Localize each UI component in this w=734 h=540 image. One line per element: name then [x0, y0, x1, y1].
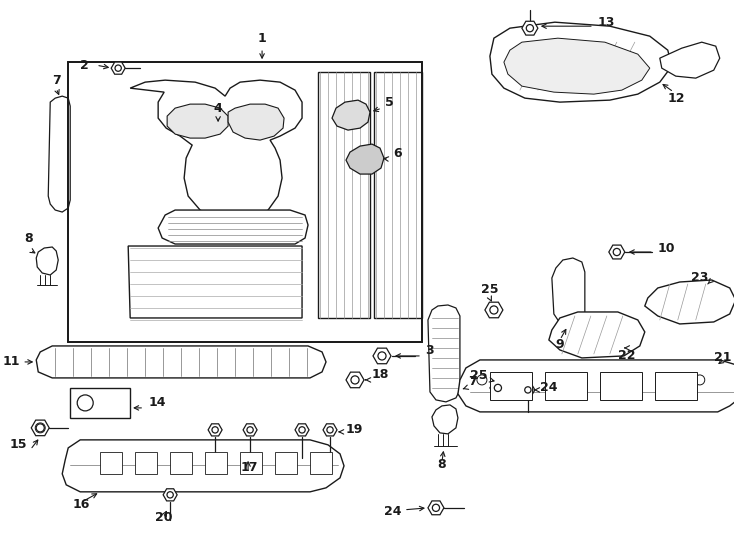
Circle shape: [526, 25, 534, 32]
Text: 8: 8: [437, 458, 446, 471]
Text: 8: 8: [24, 232, 33, 245]
Bar: [101, 452, 122, 474]
Polygon shape: [485, 302, 503, 318]
Polygon shape: [346, 144, 384, 174]
Polygon shape: [111, 62, 126, 74]
Polygon shape: [36, 346, 326, 378]
Polygon shape: [490, 22, 672, 102]
Circle shape: [494, 384, 501, 391]
Text: 19: 19: [346, 423, 363, 436]
Circle shape: [432, 504, 440, 511]
Circle shape: [695, 375, 705, 385]
Text: 16: 16: [72, 498, 90, 511]
Text: 9: 9: [556, 339, 564, 352]
Bar: [275, 452, 297, 474]
Text: 18: 18: [372, 368, 389, 381]
Polygon shape: [295, 424, 309, 436]
Polygon shape: [660, 42, 720, 78]
Text: 6: 6: [393, 146, 401, 160]
Polygon shape: [432, 405, 458, 434]
Bar: [600, 372, 642, 400]
Text: 21: 21: [713, 352, 731, 365]
Polygon shape: [128, 246, 302, 318]
Text: 12: 12: [668, 92, 686, 105]
Polygon shape: [163, 489, 177, 501]
Bar: [135, 452, 157, 474]
Text: 25: 25: [470, 369, 488, 382]
Circle shape: [327, 427, 333, 433]
Polygon shape: [48, 96, 70, 212]
Circle shape: [36, 424, 44, 432]
Text: 7: 7: [468, 375, 476, 388]
Polygon shape: [167, 104, 228, 138]
Text: 1: 1: [258, 32, 266, 45]
Polygon shape: [70, 388, 130, 418]
Polygon shape: [374, 72, 422, 318]
Polygon shape: [521, 384, 535, 396]
Bar: [240, 452, 262, 474]
Polygon shape: [62, 440, 344, 492]
Polygon shape: [228, 104, 284, 140]
Text: 15: 15: [10, 438, 27, 451]
Polygon shape: [428, 305, 460, 402]
Circle shape: [525, 387, 531, 393]
Polygon shape: [158, 210, 308, 244]
Polygon shape: [318, 72, 370, 318]
Circle shape: [247, 427, 253, 433]
Circle shape: [378, 352, 386, 360]
Bar: [545, 372, 587, 400]
Text: 2: 2: [80, 59, 89, 72]
Text: 13: 13: [597, 16, 615, 29]
Polygon shape: [608, 245, 625, 259]
Circle shape: [351, 376, 359, 384]
Circle shape: [212, 427, 218, 433]
Polygon shape: [32, 420, 49, 436]
Text: 22: 22: [618, 349, 636, 362]
Text: 4: 4: [214, 102, 222, 114]
Polygon shape: [428, 501, 444, 515]
Circle shape: [35, 423, 46, 433]
Text: 11: 11: [3, 355, 21, 368]
Bar: [170, 452, 192, 474]
Text: 24: 24: [385, 505, 402, 518]
Polygon shape: [522, 21, 538, 35]
Polygon shape: [458, 360, 734, 412]
Circle shape: [167, 492, 173, 498]
Polygon shape: [243, 424, 257, 436]
Polygon shape: [490, 381, 506, 395]
Text: 20: 20: [155, 511, 172, 524]
Polygon shape: [346, 372, 364, 388]
Polygon shape: [373, 348, 391, 364]
Text: 10: 10: [658, 241, 675, 254]
Polygon shape: [323, 424, 337, 436]
Circle shape: [613, 248, 620, 255]
Bar: [490, 372, 532, 400]
Text: 17: 17: [240, 461, 258, 474]
Text: 5: 5: [385, 96, 393, 109]
Circle shape: [77, 395, 93, 411]
Circle shape: [490, 306, 498, 314]
Polygon shape: [549, 312, 644, 358]
Polygon shape: [130, 80, 302, 222]
Bar: [655, 372, 697, 400]
Bar: [205, 452, 227, 474]
Bar: [310, 452, 332, 474]
Circle shape: [299, 427, 305, 433]
Text: 7: 7: [52, 73, 61, 86]
Text: 24: 24: [540, 381, 557, 394]
Polygon shape: [36, 247, 58, 275]
Text: 25: 25: [482, 284, 498, 296]
Text: 14: 14: [148, 396, 166, 409]
Polygon shape: [332, 100, 370, 130]
Circle shape: [477, 375, 487, 385]
Polygon shape: [552, 258, 585, 326]
Polygon shape: [208, 424, 222, 436]
Polygon shape: [504, 38, 650, 94]
Text: 3: 3: [425, 345, 434, 357]
Text: 23: 23: [691, 272, 708, 285]
Polygon shape: [644, 280, 734, 324]
Circle shape: [115, 65, 121, 71]
